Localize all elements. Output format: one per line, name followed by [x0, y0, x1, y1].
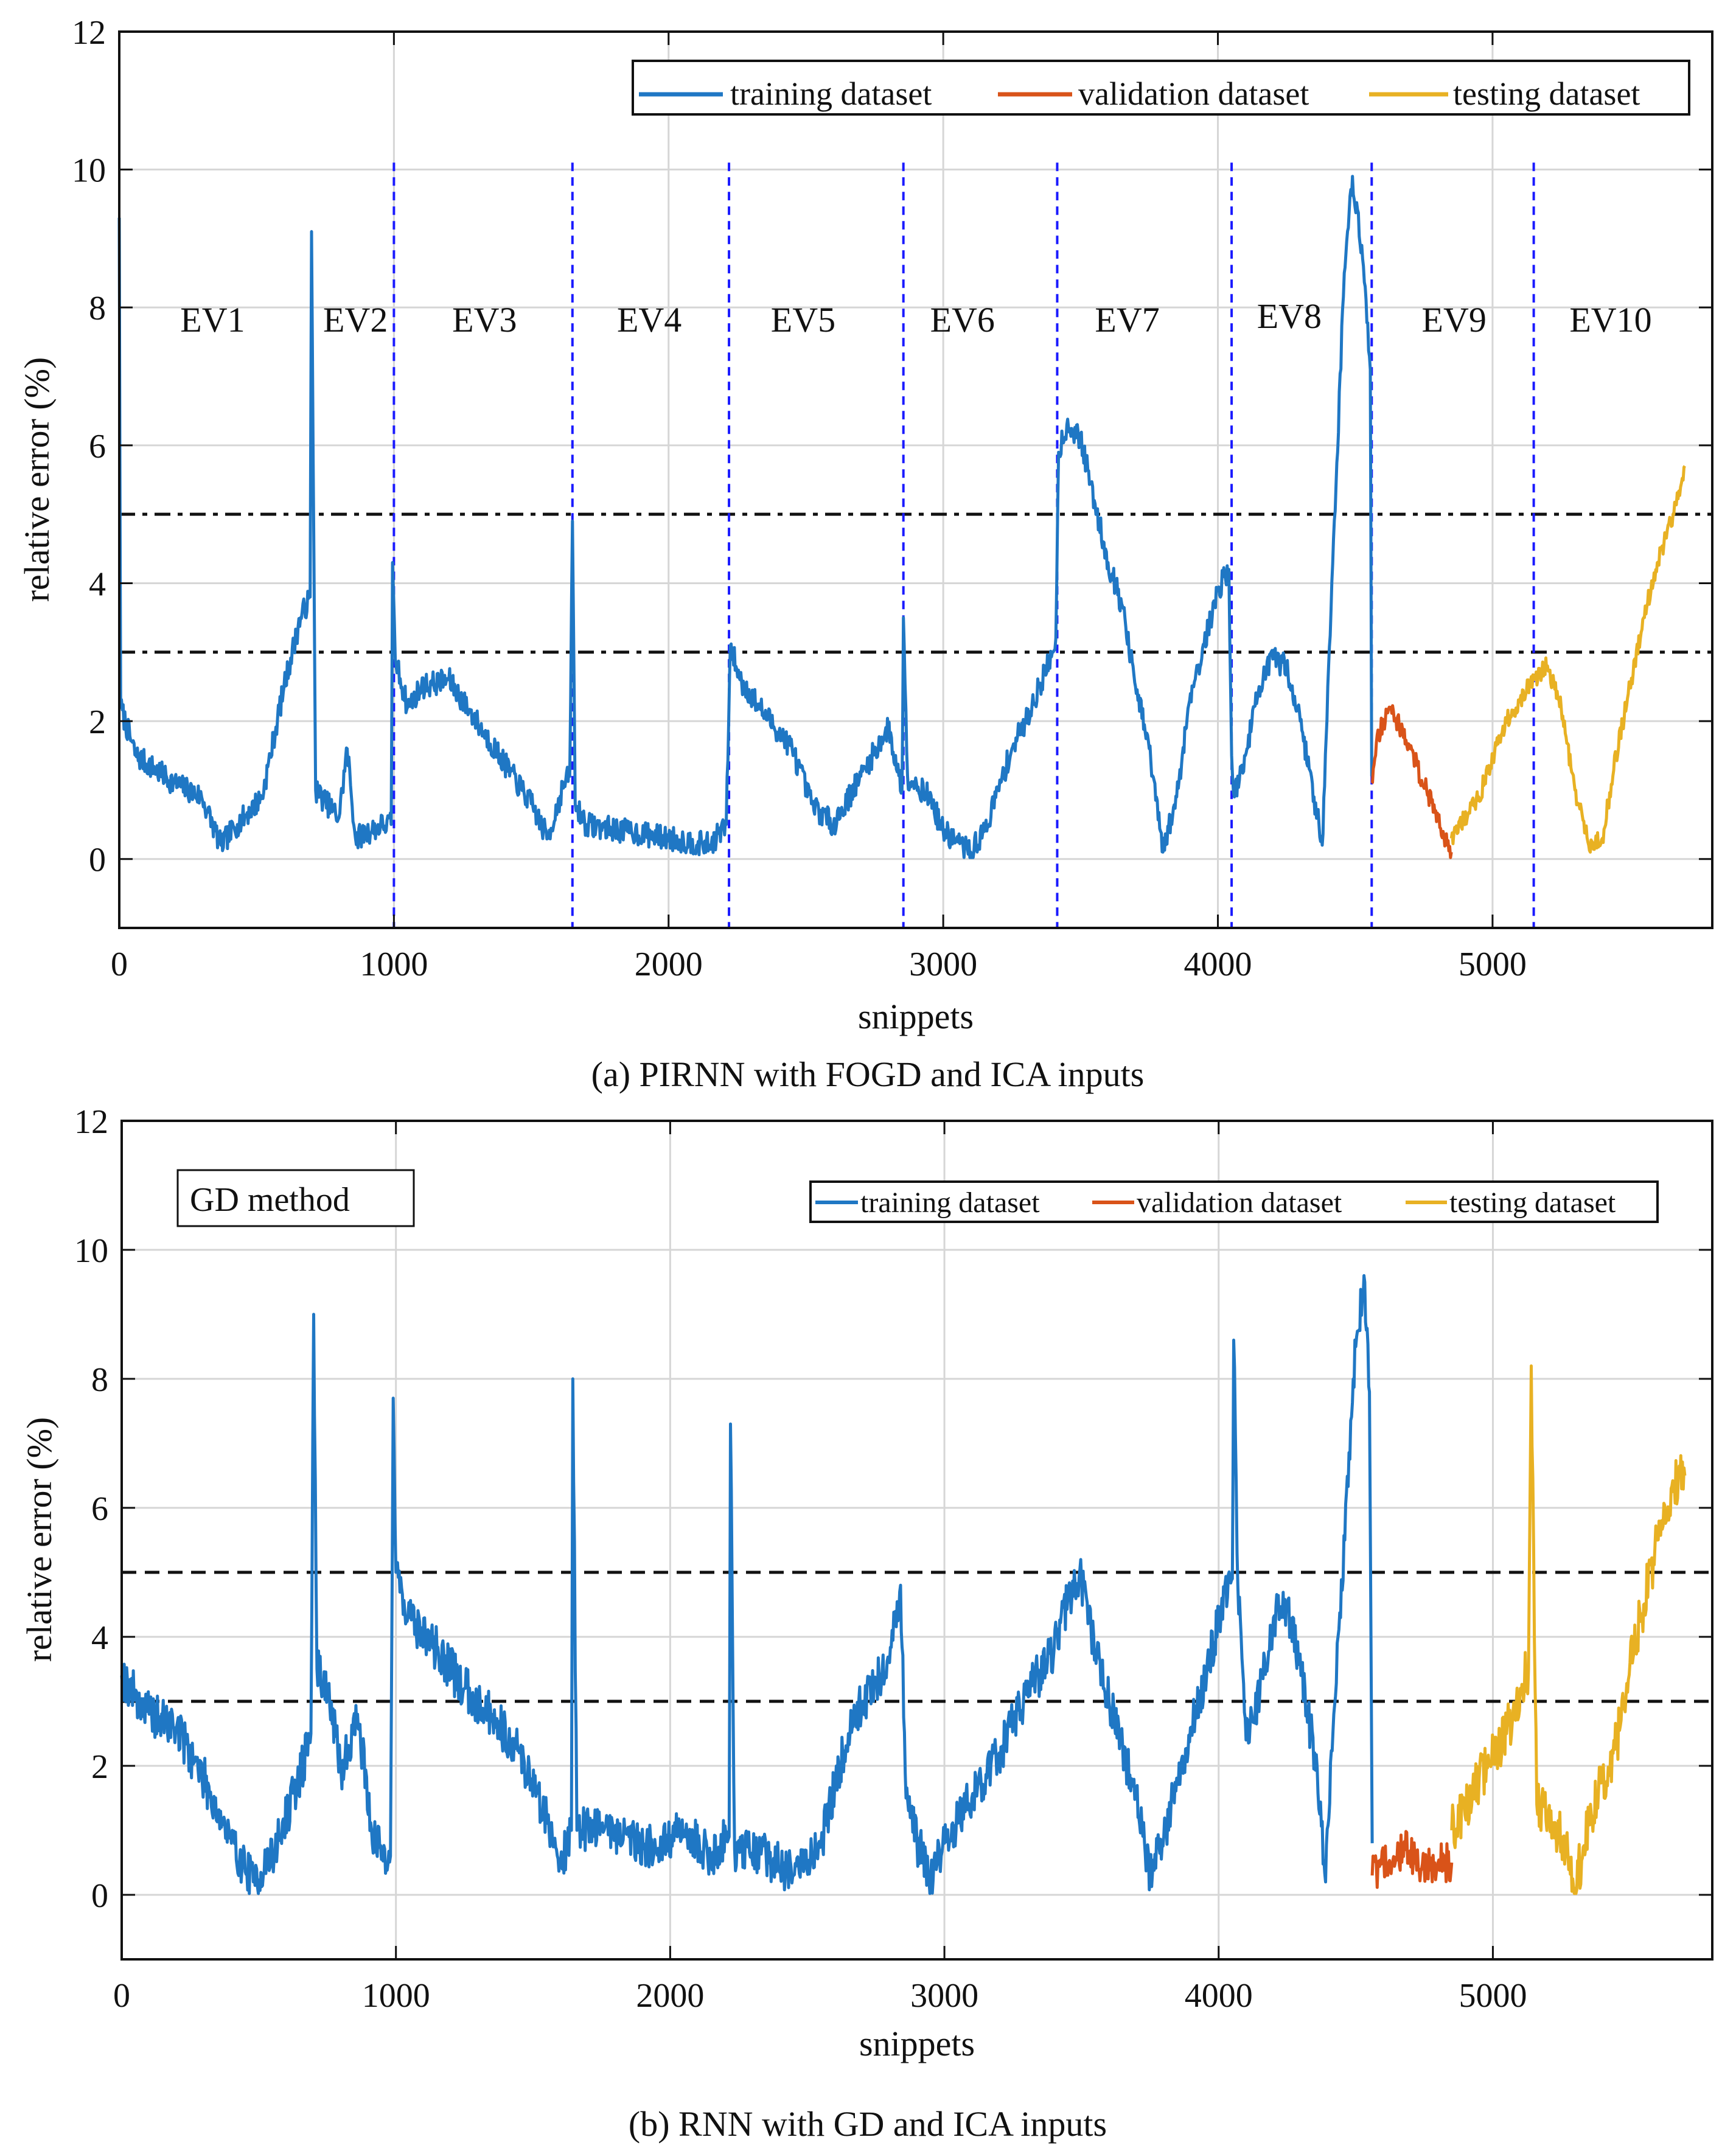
threshold-lines-b: [122, 1571, 1712, 1703]
x-tick-label-2000: 2000: [635, 946, 703, 983]
plot-frame-b: [120, 1120, 1713, 1961]
x-tick-label-4000: 4000: [1184, 946, 1252, 983]
legend-label-testing-a: testing dataset: [1453, 75, 1640, 112]
y-tick-label-8: 8: [89, 290, 106, 327]
annotation-frame-b: [176, 1169, 415, 1227]
grid-a: [118, 30, 1712, 928]
legend-b: training dataset validation dataset test…: [809, 1180, 1659, 1223]
ev-label-8: EV8: [1257, 296, 1322, 336]
x-tick-label-5000: 5000: [1459, 1977, 1527, 2015]
series-lines-b: [120, 1274, 1687, 1895]
ev-label-10: EV10: [1569, 300, 1651, 340]
series-training-line-b: [120, 1274, 1374, 1895]
x-tick-label-5000: 5000: [1459, 946, 1527, 983]
y-tick-label-10: 10: [72, 152, 106, 190]
y-tick-label-4: 4: [89, 565, 106, 603]
y-tick-label-2: 2: [89, 703, 106, 741]
y-tick-label-12: 12: [72, 14, 106, 52]
series-testing-line-b: [1450, 1364, 1687, 1895]
series-validation-line-a: [1370, 704, 1453, 859]
plot-frame-a: [118, 30, 1713, 929]
x-tick-label-3000: 3000: [909, 946, 977, 983]
caption-a: (a) PIRNN with FOGD and ICA inputs: [591, 1055, 1145, 1094]
y-tick-label-2: 2: [91, 1748, 108, 1786]
y-tick-label-4: 4: [91, 1619, 108, 1657]
x-tick-label-4000: 4000: [1185, 1977, 1253, 2015]
legend-label-testing-b: testing dataset: [1449, 1187, 1616, 1219]
series-lines-a: [117, 175, 1686, 859]
y-tick-label-8: 8: [91, 1361, 108, 1399]
legend-a: training dataset validation dataset test…: [632, 60, 1690, 116]
y-tick-label-6: 6: [91, 1490, 108, 1528]
ev-label-4: EV4: [617, 300, 682, 340]
ev-labels-a: EV1 EV2 EV3 EV4 EV5 EV6 EV7 EV8 EV9 EV10: [180, 296, 1651, 340]
ev-label-2: EV2: [323, 300, 388, 340]
series-validation-line-b: [1370, 1830, 1454, 1889]
ev-label-3: EV3: [452, 300, 517, 340]
series-testing-line-a: [1449, 465, 1686, 854]
x-axis-label-b: snippets: [859, 2024, 975, 2063]
ev-label-5: EV5: [771, 300, 835, 340]
legend-label-validation-a: validation dataset: [1078, 75, 1309, 112]
x-tick-label-0: 0: [111, 946, 128, 983]
chart-panel-a: EV1 EV2 EV3 EV4 EV5 EV6 EV7 EV8 EV9 EV10 0 1000 200…: [17, 14, 1713, 1094]
legend-label-training-a: training dataset: [730, 75, 932, 112]
x-tick-label-2000: 2000: [636, 1977, 704, 2015]
ev-label-6: EV6: [930, 300, 995, 340]
axis-ticks-b: 0 1000 2000 3000 4000 5000 0 2 4 6 8 10 12: [74, 1103, 1712, 2015]
ev-label-1: EV1: [180, 300, 245, 340]
chart-panel-b: 0 1000 2000 3000 4000 5000 0 2 4 6 8 10 12 GD method…: [19, 1103, 1713, 2144]
x-tick-label-0: 0: [113, 1977, 130, 2015]
y-tick-label-12: 12: [74, 1103, 108, 1141]
y-tick-label-0: 0: [91, 1877, 108, 1915]
x-tick-label-1000: 1000: [360, 946, 428, 983]
legend-label-validation-b: validation dataset: [1137, 1187, 1342, 1219]
y-axis-label-b: relative error (%): [19, 1417, 59, 1662]
y-axis-label-a: relative error (%): [17, 357, 57, 602]
caption-b: (b) RNN with GD and ICA inputs: [629, 2104, 1107, 2144]
y-tick-label-6: 6: [89, 428, 106, 465]
axis-ticks-a: 0 1000 2000 3000 4000 5000 0 2 4 6 8 10 12: [72, 14, 1712, 983]
x-tick-label-1000: 1000: [362, 1977, 430, 2015]
legend-box-b: [809, 1180, 1659, 1223]
ev-label-7: EV7: [1095, 300, 1159, 340]
legend-label-training-b: training dataset: [860, 1187, 1040, 1219]
y-tick-label-0: 0: [89, 842, 106, 879]
annotation-gd-method: GD method: [190, 1181, 350, 1219]
legend-box-a: [632, 60, 1690, 116]
y-tick-label-10: 10: [74, 1232, 108, 1270]
annotation-box-b: GD method: [176, 1169, 415, 1227]
x-tick-label-3000: 3000: [910, 1977, 978, 2015]
x-axis-label-a: snippets: [858, 997, 974, 1036]
ev-label-9: EV9: [1422, 300, 1487, 340]
series-training-line-a: [117, 175, 1373, 859]
